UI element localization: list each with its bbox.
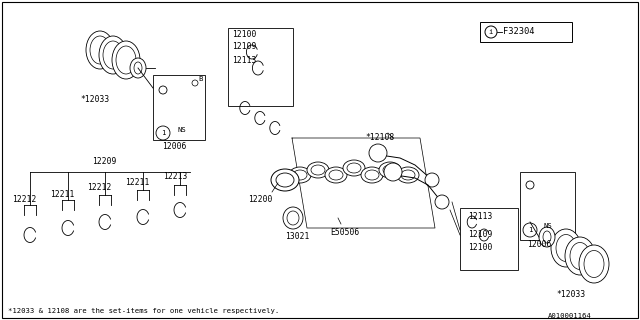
Ellipse shape: [99, 36, 127, 74]
Text: i: i: [489, 29, 493, 35]
Ellipse shape: [325, 167, 347, 183]
Ellipse shape: [539, 227, 555, 247]
Circle shape: [369, 144, 387, 162]
Bar: [460, 208, 518, 270]
Ellipse shape: [307, 162, 329, 178]
Circle shape: [485, 26, 497, 38]
Text: E50506: E50506: [330, 228, 359, 237]
Text: *12108: *12108: [365, 133, 394, 142]
Ellipse shape: [579, 245, 609, 283]
Text: 12209: 12209: [92, 157, 116, 166]
Ellipse shape: [293, 170, 307, 180]
Text: 12213: 12213: [163, 172, 188, 181]
Ellipse shape: [311, 165, 325, 175]
Circle shape: [159, 86, 167, 94]
Ellipse shape: [584, 251, 604, 277]
Text: 12109: 12109: [468, 230, 492, 239]
Ellipse shape: [287, 211, 299, 225]
Text: 1: 1: [528, 227, 532, 233]
Ellipse shape: [347, 163, 361, 173]
Text: 12006: 12006: [162, 142, 186, 151]
Text: *12033: *12033: [556, 290, 585, 299]
Circle shape: [526, 181, 534, 189]
Text: 12113: 12113: [232, 56, 257, 65]
Bar: [480, 22, 572, 42]
Text: 12100: 12100: [468, 243, 492, 252]
Bar: [520, 172, 575, 240]
Ellipse shape: [329, 170, 343, 180]
Text: NS: NS: [543, 223, 552, 229]
Ellipse shape: [365, 170, 379, 180]
Text: *12033 & 12108 are the set-items for one vehicle respectively.: *12033 & 12108 are the set-items for one…: [8, 308, 279, 314]
Text: B: B: [198, 76, 202, 82]
Bar: [228, 28, 293, 106]
Ellipse shape: [134, 62, 142, 74]
Text: F32304: F32304: [503, 28, 534, 36]
Ellipse shape: [383, 165, 397, 175]
Ellipse shape: [570, 243, 590, 269]
Ellipse shape: [565, 237, 595, 275]
Text: A010001164: A010001164: [548, 313, 592, 319]
Text: 12109: 12109: [232, 42, 257, 51]
Ellipse shape: [556, 235, 576, 261]
Ellipse shape: [90, 36, 110, 64]
Text: 12212: 12212: [12, 195, 36, 204]
Circle shape: [523, 223, 537, 237]
Ellipse shape: [543, 231, 551, 243]
Circle shape: [435, 195, 449, 209]
Ellipse shape: [276, 173, 294, 187]
Circle shape: [192, 80, 198, 86]
Text: 12200: 12200: [248, 195, 273, 204]
Text: 12100: 12100: [232, 30, 257, 39]
Ellipse shape: [343, 160, 365, 176]
Bar: [153, 75, 205, 140]
Text: NS: NS: [177, 127, 186, 133]
Ellipse shape: [130, 58, 146, 78]
Text: *12033: *12033: [80, 95, 109, 104]
Ellipse shape: [551, 229, 581, 267]
Ellipse shape: [112, 41, 140, 79]
Ellipse shape: [103, 41, 123, 69]
Circle shape: [156, 126, 170, 140]
Ellipse shape: [271, 169, 299, 191]
Text: 13021: 13021: [285, 232, 309, 241]
Ellipse shape: [116, 46, 136, 74]
Text: 12113: 12113: [468, 212, 492, 221]
Circle shape: [384, 163, 402, 181]
Ellipse shape: [289, 167, 311, 183]
Text: 12212: 12212: [87, 183, 111, 192]
Ellipse shape: [401, 170, 415, 180]
Ellipse shape: [283, 207, 303, 229]
Circle shape: [425, 173, 439, 187]
Ellipse shape: [361, 167, 383, 183]
Ellipse shape: [397, 167, 419, 183]
Text: 12211: 12211: [50, 190, 74, 199]
Text: 12006: 12006: [527, 240, 552, 249]
Ellipse shape: [379, 162, 401, 178]
Ellipse shape: [86, 31, 114, 69]
Text: 12211: 12211: [125, 178, 149, 187]
Text: 1: 1: [161, 130, 165, 136]
